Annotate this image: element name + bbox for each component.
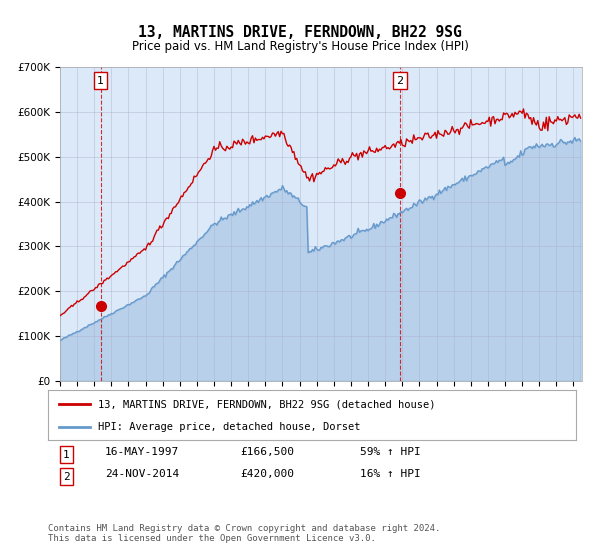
Text: 1: 1 (63, 450, 70, 460)
Text: Contains HM Land Registry data © Crown copyright and database right 2024.
This d: Contains HM Land Registry data © Crown c… (48, 524, 440, 543)
Text: £420,000: £420,000 (240, 469, 294, 479)
Text: 13, MARTINS DRIVE, FERNDOWN, BH22 9SG (detached house): 13, MARTINS DRIVE, FERNDOWN, BH22 9SG (d… (98, 399, 436, 409)
Text: 16-MAY-1997: 16-MAY-1997 (105, 447, 179, 457)
Text: 13, MARTINS DRIVE, FERNDOWN, BH22 9SG: 13, MARTINS DRIVE, FERNDOWN, BH22 9SG (138, 25, 462, 40)
Text: HPI: Average price, detached house, Dorset: HPI: Average price, detached house, Dors… (98, 422, 361, 432)
Text: 1: 1 (97, 76, 104, 86)
Text: 2: 2 (63, 472, 70, 482)
Text: Price paid vs. HM Land Registry's House Price Index (HPI): Price paid vs. HM Land Registry's House … (131, 40, 469, 53)
Text: £166,500: £166,500 (240, 447, 294, 457)
Text: 59% ↑ HPI: 59% ↑ HPI (360, 447, 421, 457)
Text: 16% ↑ HPI: 16% ↑ HPI (360, 469, 421, 479)
Text: 24-NOV-2014: 24-NOV-2014 (105, 469, 179, 479)
Text: 2: 2 (397, 76, 404, 86)
